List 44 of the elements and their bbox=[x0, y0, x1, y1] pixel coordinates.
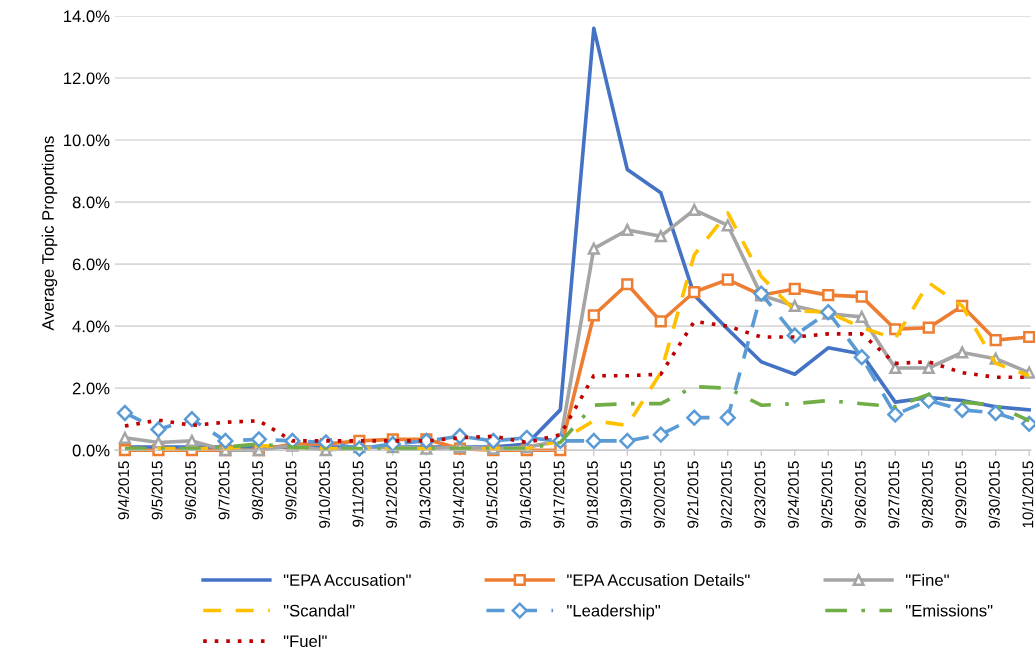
x-tick-label: 9/18/2015 bbox=[586, 461, 598, 528]
legend-label: "Scandal" bbox=[283, 604, 355, 617]
y-tick-label: 2.0% bbox=[72, 382, 110, 395]
y-tick-label: 6.0% bbox=[72, 258, 110, 271]
y-tick-label: 10.0% bbox=[64, 134, 110, 147]
y-tick-label: 0.0% bbox=[72, 444, 110, 457]
y-tick-label: 4.0% bbox=[72, 320, 110, 333]
legend-label: "Emissions" bbox=[906, 604, 993, 617]
x-tick-label: 9/23/2015 bbox=[754, 461, 766, 528]
x-tick-label: 9/11/2015 bbox=[352, 461, 364, 527]
x-tick-label: 9/28/2015 bbox=[921, 461, 933, 528]
legend-label: "EPA Accusation Details" bbox=[567, 573, 750, 587]
x-tick-label: 9/21/2015 bbox=[687, 461, 699, 528]
y-tick-label: 12.0% bbox=[64, 72, 110, 85]
y-tick-label: 8.0% bbox=[72, 196, 110, 209]
legend-label: "EPA Accusation" bbox=[283, 573, 411, 587]
x-tick-label: 9/19/2015 bbox=[620, 461, 632, 528]
x-tick-label: 10/1/2015 bbox=[1022, 461, 1034, 528]
y-tick-label: 14.0% bbox=[64, 10, 110, 23]
x-tick-label: 9/25/2015 bbox=[821, 461, 833, 528]
x-tick-label: 9/26/2015 bbox=[854, 461, 866, 528]
x-tick-label: 9/22/2015 bbox=[720, 461, 732, 528]
x-tick-label: 9/20/2015 bbox=[653, 461, 665, 528]
x-tick-label: 9/13/2015 bbox=[419, 461, 431, 528]
x-tick-label: 9/29/2015 bbox=[955, 461, 967, 528]
legend-label: "Fine" bbox=[906, 573, 949, 587]
x-tick-label: 9/12/2015 bbox=[385, 461, 397, 528]
x-tick-label: 9/30/2015 bbox=[988, 461, 1000, 528]
x-tick-label: 9/27/2015 bbox=[888, 461, 900, 528]
x-tick-label: 9/7/2015 bbox=[218, 461, 230, 520]
x-tick-label: 9/16/2015 bbox=[519, 461, 531, 528]
x-tick-label: 9/6/2015 bbox=[184, 461, 197, 520]
x-tick-label: 9/4/2015 bbox=[117, 461, 130, 520]
x-tick-label: 9/10/2015 bbox=[318, 461, 330, 528]
x-tick-label: 9/14/2015 bbox=[452, 461, 464, 528]
x-tick-label: 9/5/2015 bbox=[151, 461, 163, 520]
y-axis-title: Average Topic Proportions bbox=[41, 136, 58, 331]
legend-label: "Fuel" bbox=[283, 634, 327, 648]
x-tick-label: 9/8/2015 bbox=[251, 461, 263, 520]
x-tick-label: 9/17/2015 bbox=[553, 461, 565, 528]
legend-label: "Leadership" bbox=[567, 604, 661, 620]
x-tick-label: 9/15/2015 bbox=[486, 461, 498, 528]
x-tick-label: 9/9/2015 bbox=[285, 461, 297, 520]
x-tick-label: 9/24/2015 bbox=[787, 461, 799, 528]
